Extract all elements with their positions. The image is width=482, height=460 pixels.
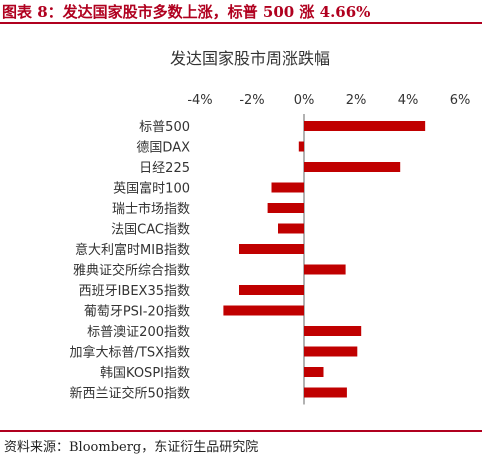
x-tick-label: 2%: [346, 93, 367, 108]
category-label: 加拿大标普/TSX指数: [70, 345, 190, 361]
bar: [267, 203, 304, 213]
bar: [304, 346, 358, 357]
bar: [239, 285, 304, 295]
bar: [304, 326, 362, 336]
category-label: 新西兰证交所50指数: [69, 386, 190, 402]
bar-series: [223, 121, 426, 398]
category-label: 西班牙IBEX35指数: [79, 284, 190, 299]
x-tick-label: 6%: [450, 93, 471, 108]
bar: [304, 162, 401, 172]
figure-header: 图表 8：发达国家股市多数上涨，标普 500 涨 4.66%: [0, 0, 482, 22]
chart-title: 发达国家股市周涨跌幅: [170, 49, 330, 68]
category-label: 雅典证交所综合指数: [73, 263, 190, 279]
header-divider: [0, 22, 482, 24]
category-label: 瑞士市场指数: [112, 201, 190, 217]
category-label: 韩国KOSPI指数: [100, 366, 190, 381]
x-axis-ticks: -4% -2% 0% 2% 4% 6%: [187, 93, 470, 108]
category-label: 标普500: [139, 120, 190, 135]
source-note: 资料来源：Bloomberg，东证衍生品研究院: [4, 440, 259, 455]
category-label: 德国DAX: [136, 141, 190, 156]
bar: [298, 141, 304, 152]
x-tick-label: 0%: [294, 93, 315, 108]
bar: [304, 387, 347, 398]
footer-divider: [0, 430, 482, 432]
bar: [304, 367, 324, 377]
x-tick-label: -2%: [239, 93, 264, 108]
category-label: 日经225: [139, 161, 190, 176]
bar: [304, 121, 426, 131]
category-label: 英国富时100: [113, 181, 190, 197]
bar: [304, 264, 346, 275]
category-label: 法国CAC指数: [111, 223, 190, 238]
bar: [278, 223, 304, 234]
figure-title: 图表 8：发达国家股市多数上涨，标普 500 涨 4.66%: [2, 3, 371, 21]
bar-chart: 发达国家股市周涨跌幅 -4% -2% 0% 2% 4% 6% 标普500 德国DAX 日经22…: [69, 49, 470, 405]
bar: [223, 305, 304, 316]
category-label: 葡萄牙PSI-20指数: [84, 305, 190, 320]
bar: [271, 182, 304, 193]
x-tick-label: -4%: [187, 93, 212, 108]
category-label: 意大利富时MIB指数: [75, 242, 190, 258]
category-labels: 标普500 德国DAX 日经225 英国富时100 瑞士市场指数法国CAC指数意大利富时…: [69, 120, 190, 402]
bar: [239, 244, 304, 254]
x-tick-label: 4%: [398, 93, 419, 108]
category-label: 标普澳证200指数: [87, 324, 190, 340]
